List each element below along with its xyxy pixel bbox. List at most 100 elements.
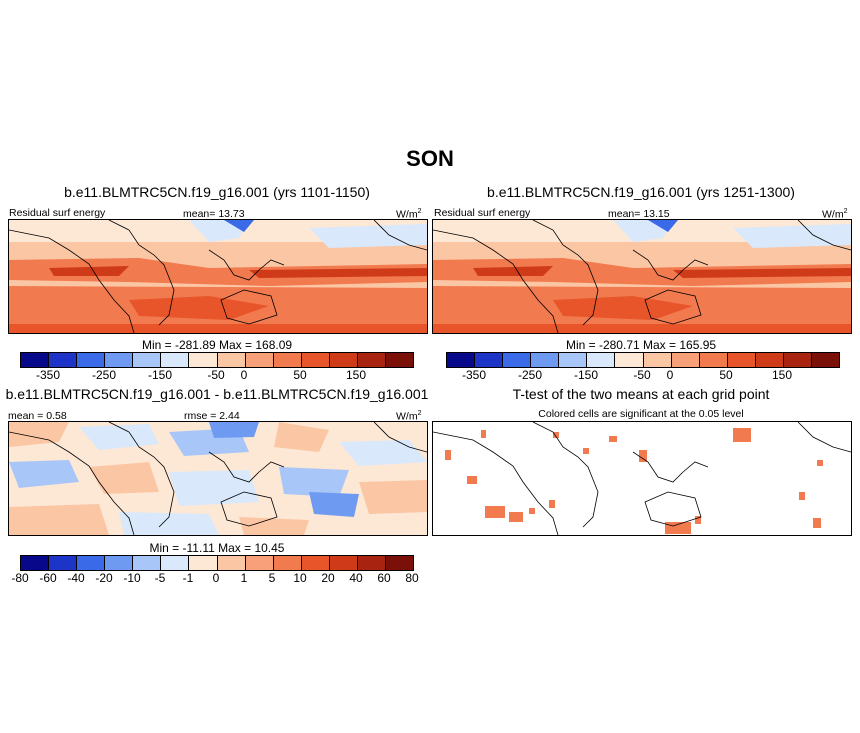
map-cool-patch	[279, 467, 349, 497]
coastline-africa	[108, 422, 175, 528]
coastline-americas	[9, 229, 135, 333]
colorbar-swatch	[105, 353, 134, 367]
panel-3-colorbar	[20, 555, 414, 571]
panel-1-minmax: Min = -281.89 Max = 168.09	[141, 338, 293, 352]
panel-3-title: b.e11.BLMTRC5CN.f19_g16.001 - b.e11.BLMT…	[5, 386, 429, 402]
panel-4-title: T-test of the two means at each grid poi…	[512, 386, 770, 402]
colorbar-tick-label: 0	[212, 571, 220, 585]
significant-cell	[445, 450, 451, 460]
significant-cell	[481, 430, 486, 438]
panel-2-title: b.e11.BLMTRC5CN.f19_g16.001 (yrs 1251-13…	[487, 184, 795, 200]
colorbar-swatch	[475, 353, 504, 367]
colorbar-swatch	[812, 353, 840, 367]
colorbar-tick-label: -250	[517, 368, 543, 382]
map-strong-band	[49, 266, 129, 276]
colorbar-tick-label: -20	[95, 571, 113, 585]
map-warm-patch	[359, 480, 427, 514]
coastline-northamerica	[797, 422, 851, 453]
colorbar-swatch	[245, 353, 274, 367]
map-polar-band	[433, 324, 851, 333]
map-cool-strong-patch	[309, 492, 359, 517]
colorbar-tick-label: 150	[345, 368, 367, 382]
coastline-asia	[632, 249, 709, 281]
colorbar-swatch	[447, 353, 476, 367]
map-warm-patch	[274, 422, 329, 452]
coastline-americas	[433, 431, 559, 535]
colorbar-swatch	[559, 353, 588, 367]
map-warm-patch	[9, 504, 109, 535]
significant-cell	[639, 450, 647, 462]
panel-1-colorbar	[20, 352, 414, 368]
map-warm-patch	[89, 462, 159, 494]
panel-3-map	[8, 421, 428, 536]
colorbar-swatch	[273, 556, 302, 570]
panel-4-map	[432, 421, 852, 536]
panel-3-mean-label: mean = 0.58	[8, 410, 67, 422]
map-cool-patch	[169, 470, 259, 506]
colorbar-tick-label: -5	[154, 571, 166, 585]
panel-3-minmax: Min = -11.11 Max = 10.45	[149, 541, 285, 555]
colorbar-swatch	[503, 353, 532, 367]
panel-3-units: W/m2	[396, 410, 422, 423]
map-strong-band	[673, 268, 851, 278]
panel-1-variable-label: Residual surf energy	[9, 207, 106, 219]
panel-1-title: b.e11.BLMTRC5CN.f19_g16.001 (yrs 1101-11…	[64, 184, 370, 200]
colorbar-swatch	[386, 353, 414, 367]
colorbar-swatch	[161, 556, 190, 570]
map-cool-patch	[9, 460, 79, 488]
panel-2-map	[432, 219, 852, 334]
colorbar-tick-label: 10	[293, 571, 307, 585]
panel-2-units: W/m2	[822, 208, 848, 221]
colorbar-swatch	[329, 353, 358, 367]
coastline-northamerica	[373, 220, 427, 251]
significant-cell	[529, 508, 535, 514]
coastline-americas	[9, 431, 135, 535]
colorbar-tick-label: -350	[35, 368, 61, 382]
map-warm-patch	[9, 422, 69, 447]
coastline-americas	[433, 229, 559, 333]
colorbar-swatch	[77, 353, 106, 367]
coastline-asia	[208, 451, 285, 483]
panel-1-colorbar-ticks: -350 -250 -150 -50 0 50 150	[20, 368, 412, 382]
colorbar-tick-label: 5	[268, 571, 276, 585]
colorbar-tick-label: -350	[461, 368, 487, 382]
map-south-strong	[129, 296, 269, 320]
colorbar-tick-label: 50	[719, 368, 733, 382]
coastline-northamerica	[797, 220, 851, 251]
panel-1-units: W/m2	[396, 208, 422, 221]
colorbar-swatch	[357, 353, 387, 367]
map-cool-region-strong	[648, 220, 678, 232]
colorbar-swatch	[77, 556, 106, 570]
colorbar-swatch	[105, 556, 134, 570]
colorbar-swatch	[189, 556, 218, 570]
map-cool-patch	[119, 512, 219, 535]
colorbar-swatch	[189, 353, 218, 367]
colorbar-tick-label: 0	[240, 368, 248, 382]
colorbar-swatch	[161, 353, 190, 367]
map-polar-band	[9, 324, 427, 333]
coastline-asia	[208, 249, 285, 281]
map-tropical-band	[9, 258, 427, 286]
colorbar-swatch	[671, 353, 700, 367]
panel-3-rmse-label: rmse = 2.44	[184, 410, 240, 422]
map-background	[433, 422, 851, 535]
colorbar-tick-label: -150	[147, 368, 173, 382]
significant-cell	[509, 512, 523, 522]
colorbar-swatch	[49, 353, 78, 367]
map-cool-patch	[79, 424, 159, 450]
colorbar-tick-label: -50	[633, 368, 651, 382]
coastline-africa	[532, 422, 599, 528]
panel-4-subtitle: Colored cells are significant at the 0.0…	[538, 408, 744, 420]
colorbar-tick-label: 80	[405, 571, 419, 585]
significant-cell	[813, 518, 821, 528]
colorbar-swatch	[329, 556, 358, 570]
map-cool-region	[733, 224, 851, 248]
colorbar-swatch	[615, 353, 644, 367]
colorbar-swatch	[217, 353, 246, 367]
colorbar-swatch	[301, 556, 330, 570]
colorbar-swatch	[21, 556, 50, 570]
colorbar-swatch	[133, 556, 162, 570]
colorbar-swatch	[217, 556, 246, 570]
colorbar-tick-label: 50	[293, 368, 307, 382]
panel-1-map	[8, 219, 428, 334]
